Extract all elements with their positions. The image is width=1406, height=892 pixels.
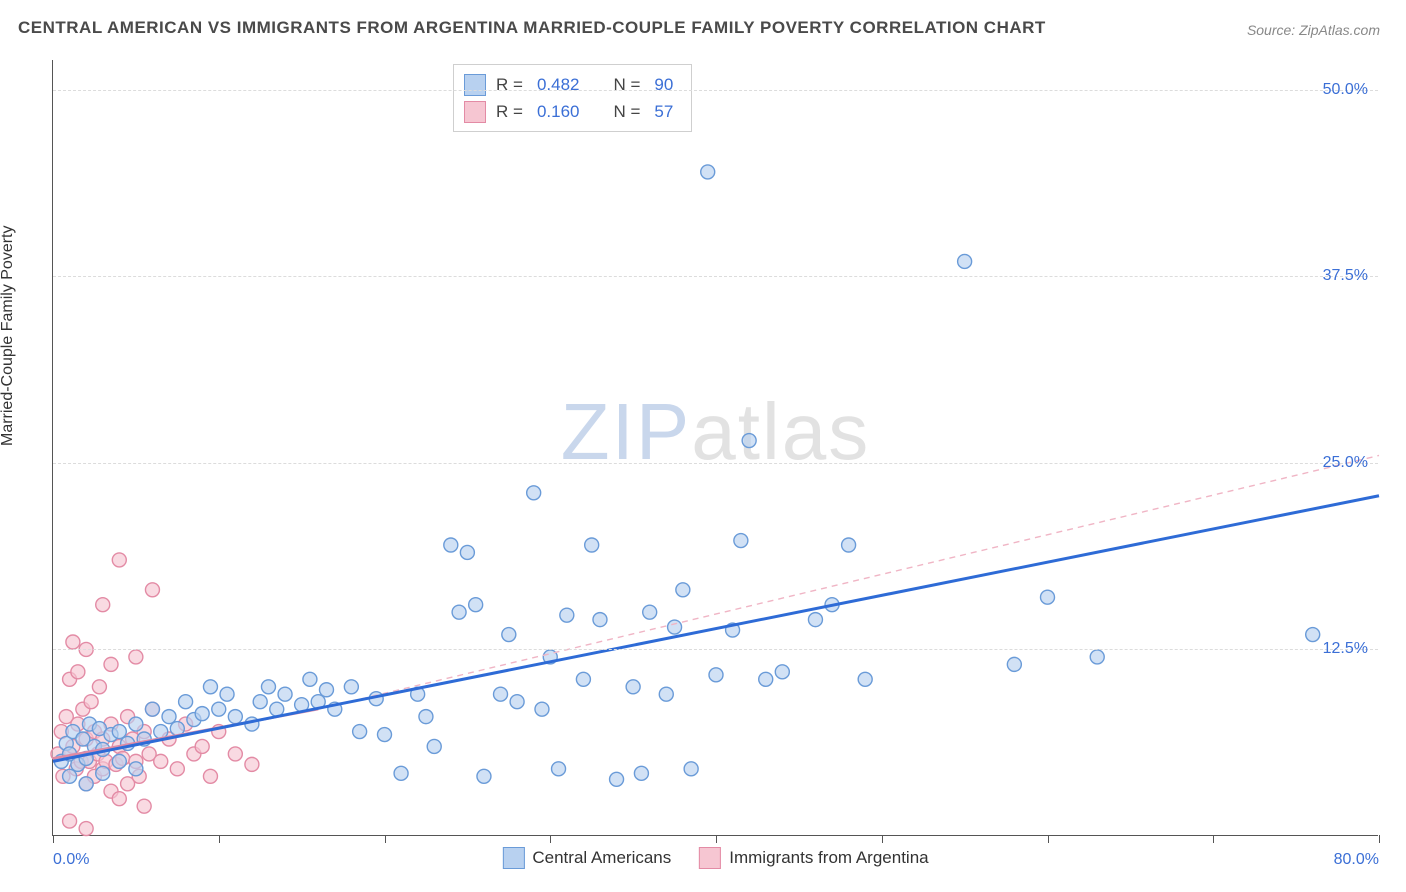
x-tick (550, 835, 551, 843)
x-tick (1048, 835, 1049, 843)
x-tick (716, 835, 717, 843)
stats-box: R = 0.482 N = 90 R = 0.160 N = 57 (453, 64, 692, 132)
legend-item-2: Immigrants from Argentina (699, 847, 928, 869)
x-tick (1213, 835, 1214, 843)
legend-swatch-1 (502, 847, 524, 869)
y-tick-label: 50.0% (1323, 81, 1368, 99)
y-tick-label: 12.5% (1323, 640, 1368, 658)
legend-swatch-2 (699, 847, 721, 869)
y-tick-label: 25.0% (1323, 454, 1368, 472)
gridline (53, 276, 1378, 277)
bottom-legend: Central Americans Immigrants from Argent… (502, 847, 928, 869)
gridline (53, 463, 1378, 464)
x-tick-label: 0.0% (53, 851, 89, 869)
chart-svg (53, 60, 1378, 835)
x-tick (385, 835, 386, 843)
r-label-2: R = (496, 98, 523, 125)
r-label-1: R = (496, 71, 523, 98)
swatch-series-2 (464, 101, 486, 123)
legend-item-1: Central Americans (502, 847, 671, 869)
n-value-1: 90 (654, 71, 673, 98)
n-label-1: N = (613, 71, 640, 98)
plot-area: ZIPatlas R = 0.482 N = 90 R = 0.160 N = … (52, 60, 1378, 836)
n-label-2: N = (613, 98, 640, 125)
y-axis-label: Married-Couple Family Poverty (0, 225, 17, 446)
swatch-series-1 (464, 74, 486, 96)
n-value-2: 57 (654, 98, 673, 125)
stats-row-2: R = 0.160 N = 57 (464, 98, 677, 125)
r-value-1: 0.482 (537, 71, 580, 98)
x-tick (1379, 835, 1380, 843)
r-value-2: 0.160 (537, 98, 580, 125)
source-label: Source: ZipAtlas.com (1247, 22, 1380, 38)
x-tick (882, 835, 883, 843)
x-tick (219, 835, 220, 843)
stats-row-1: R = 0.482 N = 90 (464, 71, 677, 98)
legend-label-2: Immigrants from Argentina (729, 848, 928, 868)
y-tick-label: 37.5% (1323, 267, 1368, 285)
x-tick-label: 80.0% (1334, 851, 1379, 869)
gridline (53, 649, 1378, 650)
gridline (53, 90, 1378, 91)
x-tick (53, 835, 54, 843)
legend-label-1: Central Americans (532, 848, 671, 868)
chart-title: CENTRAL AMERICAN VS IMMIGRANTS FROM ARGE… (18, 18, 1046, 38)
